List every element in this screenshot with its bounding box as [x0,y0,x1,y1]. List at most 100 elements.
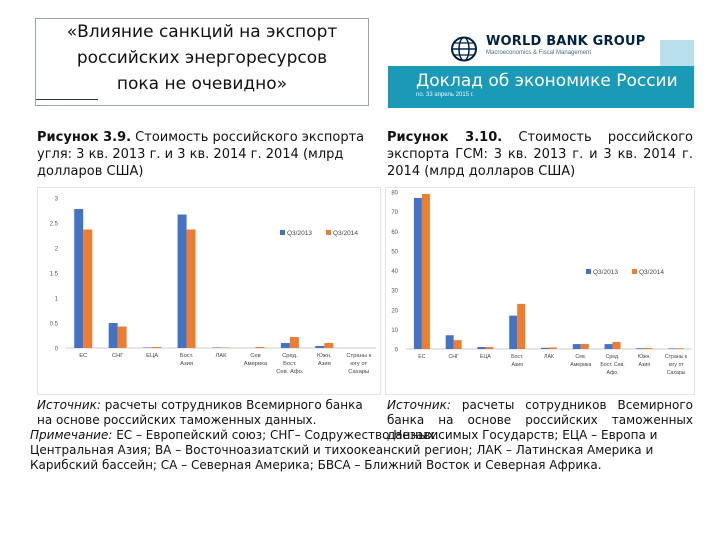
bar-q3-2014 [644,348,653,349]
left-figure-label: Рисунок 3.9. [37,130,132,145]
coal-export-chart-svg: 0 0.5 1 1.5 2 2.5 3 ЕС СНГ ЕЦА Бост. Азия ЛАК Сев Амер… [50,197,376,375]
slide-title-line-1: «Влияние санкций на экспорт [66,22,338,42]
x-category-label: Сахары [348,369,369,375]
legend-label: Q3/2014 [333,230,358,237]
bar-q3-2014 [117,326,127,348]
x-category-label: Бост. [511,354,523,360]
bar-q3-2014 [453,340,462,349]
bar-q3-2013 [541,347,549,349]
x-category-label: Сев. Афо. [276,369,304,375]
legend-swatch [280,230,285,235]
y-tick-label: 80 [391,191,398,197]
y-tick-label: 40 [391,269,398,275]
slide-title-box: «Влияние санкций на экспорт российских э… [35,18,369,106]
x-category-label: Афо. [606,370,618,376]
x-category-label: Азия [639,362,651,368]
x-category-label: СНГ [112,353,124,359]
bar-q3-2013 [509,315,518,349]
x-category-label: СНГ [449,354,459,360]
bar-q3-2013 [445,335,454,349]
fuel-export-chart-svg: 0 10 20 30 40 50 60 70 80 ЕС СНГ ЕЦА Бост. Азия ЛАК Сев… [391,191,692,376]
bar-q3-2014 [421,193,430,349]
legend-swatch [326,230,331,235]
bar-q3-2014 [517,303,526,349]
report-title: Доклад об экономике России [416,71,678,91]
y-tick-label: 10 [391,328,398,334]
right-source-label: Источник: [387,398,451,412]
x-category-label: Азия [180,361,193,367]
bar-q3-2014 [324,343,334,348]
bar-q3-2014 [289,337,299,348]
note-label: Примечание: [30,428,113,442]
left-source-label: Источник: [37,398,101,412]
x-category-label: Сев [250,353,261,359]
y-tick-label: 50 [391,249,398,255]
x-category-label: Америка [570,362,591,368]
left-figure-title: Стоимость российского экспорта угля: 3 к… [37,130,365,179]
y-tick-label: 2.5 [50,222,59,228]
note: Примечание: ЕС – Европейский союз; СНГ– … [30,428,712,473]
globe-icon [451,36,477,62]
y-tick-label: 0.5 [50,322,59,328]
y-tick-label: 2 [55,247,59,253]
bar-q3-2014 [485,347,494,349]
bar-q3-2014 [83,229,93,348]
slide-title-line-2: российских энергоресурсов [76,48,328,68]
fuel-export-chart: 0 10 20 30 40 50 60 70 80 ЕС СНГ ЕЦА Бост. Азия ЛАК Сев… [385,187,695,395]
bar-q3-2013 [315,346,325,348]
legend-label: Q3/2014 [639,269,664,276]
x-category-label: Америка [244,361,268,367]
bar-q3-2013 [572,344,581,349]
y-tick-label: 20 [391,308,398,314]
right-figure-label: Рисунок 3.10. [387,130,503,145]
y-tick-label: 0 [55,347,59,353]
title-underline [36,99,98,100]
y-tick-label: 1.5 [50,272,59,278]
right-source: Источник: расчеты сотрудников Всемирного… [387,398,693,443]
right-figure-title: Стоимость российского экспорта ГСМ: 3 кв… [387,130,693,179]
y-tick-label: 60 [391,230,398,236]
x-category-label: Сахары [667,370,686,376]
header-decoration [660,40,694,66]
x-category-label: югу от [669,362,685,368]
world-bank-logo: WORLD BANK GROUP Macroeconomics & Fiscal… [450,34,680,64]
x-category-label: Южн. [317,353,332,359]
coal-export-chart: 0 0.5 1 1.5 2 2.5 3 ЕС СНГ ЕЦА Бост. Азия ЛАК Сев Амер… [37,187,381,395]
x-category-label: Бост. Сев. [600,362,624,368]
bar-q3-2014 [676,348,685,349]
x-category-label: ЕС [79,353,87,359]
bar-q3-2013 [636,348,645,349]
y-tick-label: 0 [395,348,399,354]
right-source-text: расчеты сотрудников Всемирного банка на … [387,398,693,442]
bar-q3-2013 [212,347,221,348]
bar-q3-2014 [580,343,589,349]
legend-swatch [632,269,637,274]
bar-q3-2013 [108,323,118,348]
left-source-text: расчеты сотрудников Всемирного банка на … [37,398,363,427]
y-tick-label: 70 [391,210,398,216]
x-category-label: Страны к [346,353,371,359]
bar-q3-2014 [549,347,557,349]
bar-q3-2013 [74,209,84,348]
x-category-label: Сред. [282,353,298,359]
note-text: ЕС – Европейский союз; СНГ– Содружество … [30,428,658,472]
y-tick-label: 30 [391,289,398,295]
x-category-label: ЕС [418,354,425,360]
legend-label: Q3/2013 [593,269,618,276]
report-issue: no. 33 апрель 2015 г. [416,92,474,98]
x-category-label: Сев. [575,354,586,360]
x-category-label: Сред. [606,354,620,360]
x-category-label: Бост. [283,361,297,367]
y-tick-label: 3 [55,197,59,203]
bar-q3-2013 [280,343,290,348]
right-figure-caption: Рисунок 3.10. Стоимость российского эксп… [387,129,693,180]
y-tick-label: 1 [55,297,59,303]
org-name: WORLD BANK GROUP [486,34,646,49]
legend-label: Q3/2013 [287,230,312,237]
org-subtitle: Macroeconomics & Fiscal Management [486,50,592,56]
left-source: Источник: расчеты сотрудников Всемирного… [37,398,379,428]
x-category-label: Азия [511,362,523,368]
x-category-label: Южн. [638,354,651,360]
bar-q3-2013 [604,344,613,349]
report-band [388,66,694,108]
